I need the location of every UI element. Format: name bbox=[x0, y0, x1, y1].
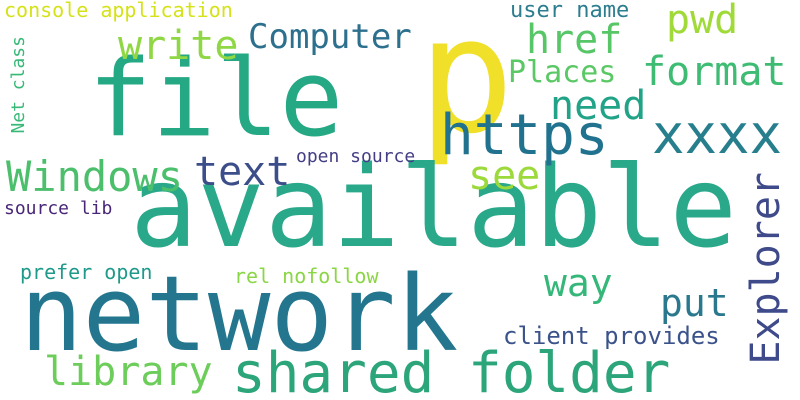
word-client-provides: client provides bbox=[503, 322, 720, 350]
word-pwd: pwd bbox=[666, 0, 739, 43]
word-file: file bbox=[88, 37, 344, 160]
word-prefer-open: prefer open bbox=[20, 260, 153, 284]
word-computer: Computer bbox=[248, 17, 412, 57]
word-put: put bbox=[660, 281, 729, 325]
word-need: need bbox=[550, 83, 647, 129]
word-user-name: user name bbox=[510, 0, 630, 23]
word-windows: Windows bbox=[6, 152, 184, 201]
word-places: Places bbox=[508, 55, 617, 90]
word-net-class: Net class bbox=[8, 36, 29, 134]
word-explorer: Explorer bbox=[743, 172, 789, 365]
word-network: network bbox=[20, 253, 459, 375]
word-way: way bbox=[544, 261, 613, 305]
word-format: format bbox=[642, 49, 787, 95]
word-available: available bbox=[130, 143, 737, 273]
word-write: write bbox=[118, 23, 239, 69]
word-console-application: console application bbox=[4, 0, 233, 22]
word-text: text bbox=[194, 149, 291, 195]
word-open-source: open source bbox=[296, 146, 416, 167]
word-p: p bbox=[418, 0, 515, 169]
word-xxxx: xxxx bbox=[652, 103, 783, 166]
word-https: https bbox=[440, 103, 609, 168]
word-shared-folder: shared folder bbox=[232, 341, 671, 400]
word-see: see bbox=[468, 153, 541, 199]
word-library: library bbox=[44, 349, 213, 395]
word-source-lib: source lib bbox=[4, 198, 113, 219]
word-href: href bbox=[526, 17, 623, 63]
word-rel-nofollow: rel nofollow bbox=[234, 264, 379, 288]
